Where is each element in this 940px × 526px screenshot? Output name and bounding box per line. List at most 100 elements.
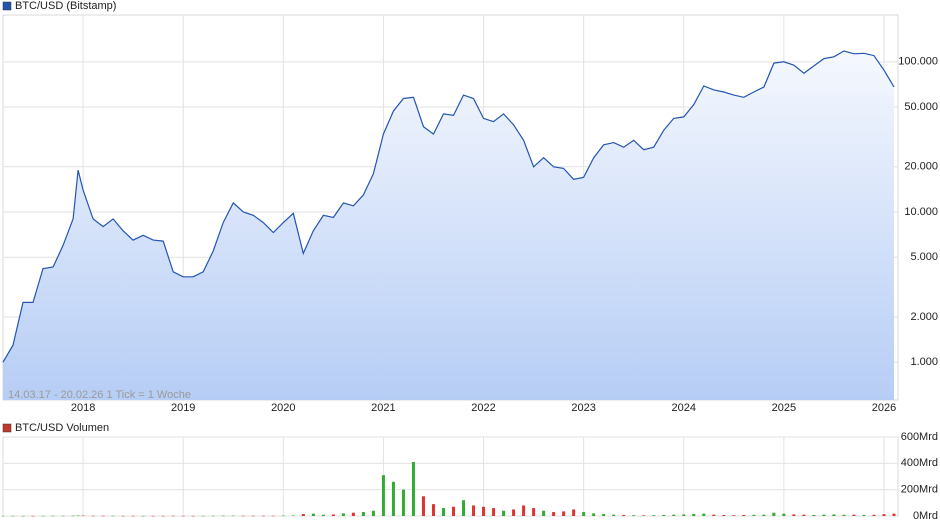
x-tick-label: 2023 [571,402,595,414]
volume-bar [1,515,5,517]
volume-bar [231,515,235,517]
volume-bar [141,515,145,517]
volume-bar [171,515,175,517]
volume-bar [502,510,506,516]
volume-bar [341,513,345,516]
volume-bar [812,514,816,516]
volume-bar [441,508,445,516]
volume-bar [652,515,656,516]
volume-bar [101,515,105,517]
volume-bar [321,514,325,516]
volume-bar [11,515,15,517]
y-tick-label: 600Mrd [901,431,938,443]
x-tick-label: 2018 [71,402,95,414]
volume-bar [21,515,25,517]
date-range-note: 14.03.17 - 20.02.26 1 Tick = 1 Woche [8,389,191,401]
x-tick-label: 2020 [271,402,295,414]
y-tick-label: 1.000 [910,356,938,368]
legend-swatch [2,1,12,11]
volume-bar [702,513,706,516]
volume-bar [492,508,496,516]
price-area [3,51,894,400]
volume-bar [41,515,45,517]
volume-bar [271,515,275,517]
volume-bar [472,505,476,516]
volume-bar [161,515,165,517]
volume-bar [852,514,856,516]
volume-bar [421,496,425,516]
volume-bar [542,510,546,516]
volume-bar [742,514,746,516]
volume-bar [301,514,305,516]
volume-bar [572,509,576,516]
volume-bar [251,515,255,517]
y-tick-label: 50.000 [904,101,938,113]
y-tick-label: 400Mrd [901,457,938,469]
volume-bar [782,513,786,516]
volume-bar [672,514,676,516]
volume-bar [872,514,876,516]
volume-bar [642,515,646,516]
volume-bar [51,515,55,517]
volume-bar [862,514,866,516]
volume-bar [111,515,115,517]
volume-bar [842,514,846,516]
volume-bar [602,514,606,516]
volume-bar [121,515,125,517]
volume-bar [361,512,365,516]
volume-bar [311,513,315,516]
volume-bar [752,514,756,516]
x-tick-label: 2019 [171,402,195,414]
y-tick-label: 10.000 [904,206,938,218]
volume-bar [401,489,405,516]
volume-bar [91,515,95,517]
volume-bar [151,515,155,517]
volume-bar [802,514,806,516]
volume-bar [882,514,886,516]
y-tick-label: 5.000 [910,251,938,263]
volume-bar [411,462,415,516]
price-line [2,50,895,363]
volume-bar [221,515,225,517]
volume-bar [462,500,466,516]
x-tick-label: 2025 [772,402,796,414]
volume-bar [622,514,626,516]
volume-bar [482,506,486,516]
x-tick-label: 2026 [872,402,896,414]
volume-bar [31,515,35,517]
volume-bar [181,515,185,517]
volume-bar [822,514,826,516]
volume-bar [772,512,776,516]
volume-bar [241,515,245,517]
volume-bar [191,515,195,517]
y-tick-label: 0Mrd [913,510,938,522]
volume-bar [682,514,686,516]
volume-bar [71,515,75,517]
volume-bar [211,515,215,517]
y-tick-label: 2.000 [910,311,938,323]
volume-bar [712,514,716,516]
volume-bar [532,508,536,516]
volume-bar [81,515,85,517]
volume-bar [582,512,586,516]
volume-bar [201,515,205,517]
volume-bar [61,515,65,517]
volume-bar [281,515,285,517]
volume-bar [391,481,395,516]
volume-bar [632,515,636,516]
volume-bar [832,514,836,516]
volume-bar [261,515,265,517]
volume-bar [612,514,616,516]
volume-bar [351,512,355,516]
y-tick-label: 100.000 [898,56,938,68]
volume-bar [762,514,766,516]
y-tick-label: 20.000 [904,161,938,173]
volume-bar [76,515,80,516]
volume-bar [131,515,135,517]
volume-bar [431,504,435,516]
volume-bar [381,475,385,516]
volume-bar [562,511,566,516]
volume-bar [692,514,696,516]
volume-bar [291,515,295,516]
